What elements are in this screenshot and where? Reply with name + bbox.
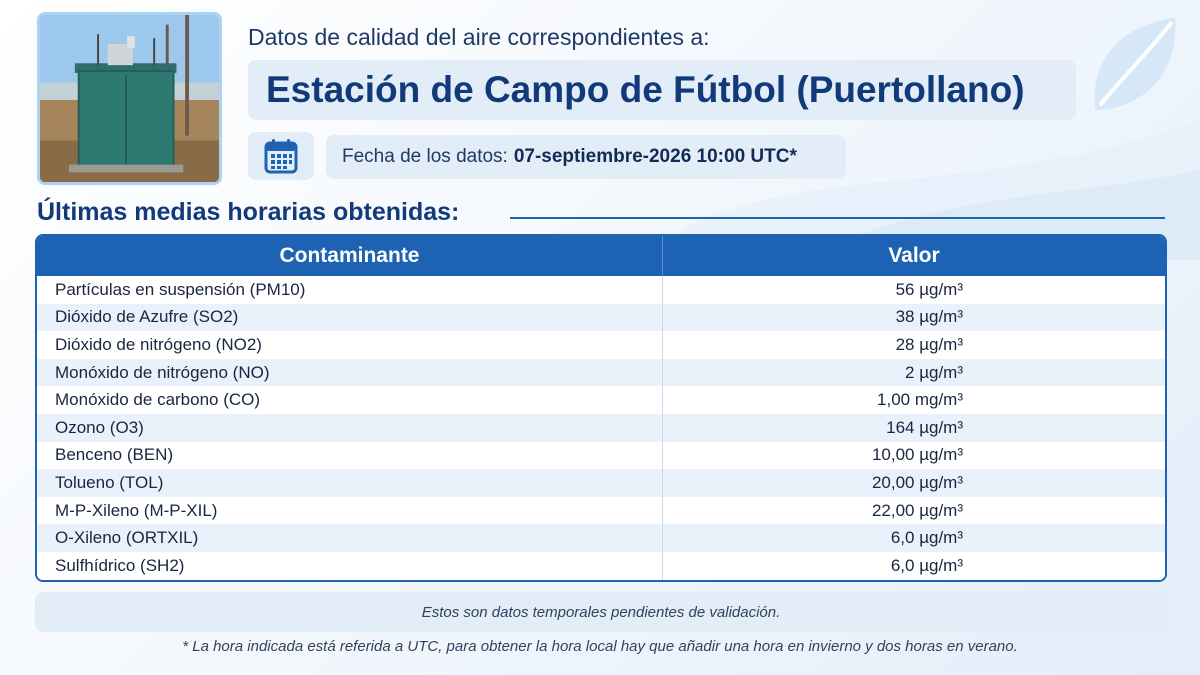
value-cell: 22,00 µg/m³ [871, 500, 963, 520]
pollutant-cell: O-Xileno (ORTXIL) [37, 524, 663, 552]
station-title-panel: Estación de Campo de Fútbol (Puertollano… [248, 60, 1076, 120]
section-divider [510, 217, 1165, 219]
date-value: 07-septiembre-2026 10:00 UTC* [513, 146, 797, 167]
date-label: Fecha de los datos: [342, 146, 508, 167]
subtitle: Datos de calidad del aire correspondient… [248, 24, 710, 50]
value-cell: 6,0 µg/m³ [890, 555, 963, 575]
section-title: Últimas medias horarias obtenidas: [37, 198, 460, 226]
pollutants-table: Contaminante Valor Partículas en suspens… [35, 234, 1167, 582]
table-row: Partículas en suspensión (PM10) 56 µg/m³ [37, 276, 1165, 304]
table-body: Partículas en suspensión (PM10) 56 µg/m³… [37, 276, 1165, 580]
table-row: M-P-Xileno (M-P-XIL) 22,00 µg/m³ [37, 496, 1165, 525]
pollutant-cell: Monóxido de nitrógeno (NO) [37, 358, 663, 387]
pollutant-cell: Tolueno (TOL) [37, 469, 663, 497]
value-cell: 2 µg/m³ [905, 362, 963, 382]
value-cell: 38 µg/m³ [895, 307, 963, 327]
station-title: Estación de Campo de Fútbol (Puertollano… [266, 69, 1025, 110]
value-cell: 28 µg/m³ [895, 334, 963, 354]
calendar-icon [264, 139, 298, 174]
pollutant-cell: Dióxido de Azufre (SO2) [37, 303, 663, 332]
table-row: Benceno (BEN) 10,00 µg/m³ [37, 441, 1165, 470]
table-row: Monóxido de nitrógeno (NO) 2 µg/m³ [37, 358, 1165, 387]
table-row: Dióxido de nitrógeno (NO2) 28 µg/m³ [37, 331, 1165, 359]
pollutant-cell: Sulfhídrico (SH2) [37, 551, 663, 580]
table-row: Tolueno (TOL) 20,00 µg/m³ [37, 469, 1165, 497]
value-cell: 164 µg/m³ [886, 417, 963, 437]
pollutant-cell: Dióxido de nitrógeno (NO2) [37, 331, 663, 359]
pollutant-cell: Partículas en suspensión (PM10) [37, 276, 663, 304]
station-photo [37, 12, 222, 185]
table-row: Monóxido de carbono (CO) 1,00 mg/m³ [37, 386, 1165, 414]
value-cell: 6,0 µg/m³ [890, 528, 963, 548]
value-cell: 20,00 µg/m³ [871, 472, 963, 492]
table-row: Dióxido de Azufre (SO2) 38 µg/m³ [37, 303, 1165, 332]
value-cell: 10,00 µg/m³ [871, 445, 963, 465]
validation-note: Estos son datos temporales pendientes de… [35, 592, 1167, 632]
pollutant-cell: Ozono (O3) [37, 413, 663, 442]
column-header-pollutant: Contaminante [37, 236, 663, 276]
table-row: O-Xileno (ORTXIL) 6,0 µg/m³ [37, 524, 1165, 552]
date-panel: Fecha de los datos: 07-septiembre-2026 1… [326, 135, 846, 179]
table-header: Contaminante Valor [37, 236, 1165, 276]
table-row: Ozono (O3) 164 µg/m³ [37, 413, 1165, 442]
leaf-icon [1094, 18, 1176, 110]
value-cell: 56 µg/m³ [895, 279, 963, 299]
utc-footnote: * La hora indicada está referida a UTC, … [182, 638, 1018, 655]
pollutant-cell: Monóxido de carbono (CO) [37, 386, 663, 414]
pollutant-cell: Benceno (BEN) [37, 441, 663, 470]
calendar-button [248, 132, 314, 180]
value-cell: 1,00 mg/m³ [877, 390, 963, 410]
table-row: Sulfhídrico (SH2) 6,0 µg/m³ [37, 551, 1165, 580]
column-header-value: Valor [888, 244, 940, 267]
pollutant-cell: M-P-Xileno (M-P-XIL) [37, 496, 663, 525]
